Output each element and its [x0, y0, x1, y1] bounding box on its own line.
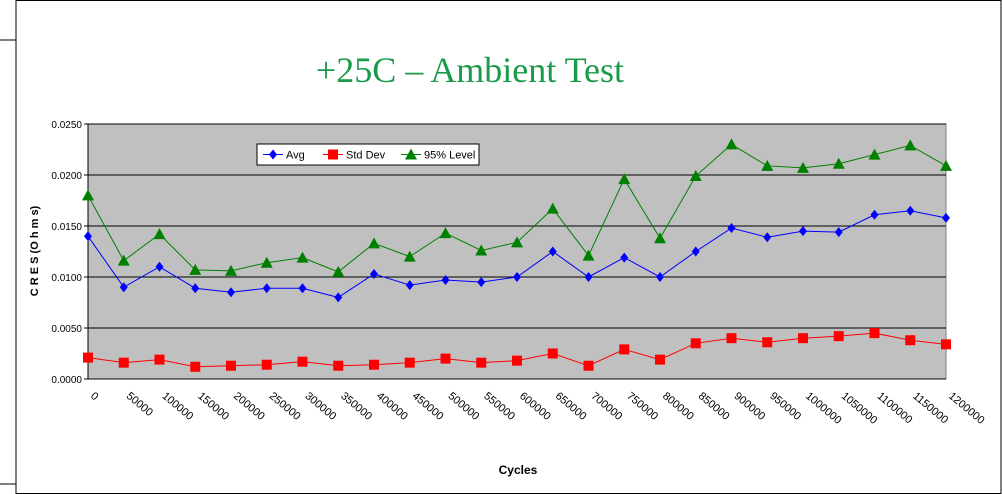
- marker: [547, 348, 558, 359]
- marker: [153, 228, 166, 240]
- y-axis-label: C R E S (O h m s): [29, 205, 41, 296]
- marker: [762, 337, 773, 348]
- marker: [226, 360, 236, 371]
- marker: [332, 265, 345, 277]
- marker: [690, 338, 701, 349]
- marker: [799, 226, 807, 237]
- legend-label: 95% Level: [424, 150, 475, 162]
- marker: [583, 360, 594, 371]
- marker: [761, 159, 774, 171]
- marker: [582, 249, 595, 261]
- marker: [548, 246, 557, 257]
- marker: [262, 283, 271, 294]
- marker: [189, 263, 202, 275]
- plot-area: [87, 123, 947, 380]
- marker: [906, 205, 915, 216]
- marker: [84, 231, 92, 242]
- marker: [404, 357, 415, 368]
- marker: [905, 335, 916, 346]
- y-tick-label: 0.0250: [51, 120, 82, 131]
- marker: [870, 209, 879, 220]
- marker: [334, 292, 343, 303]
- marker: [654, 232, 666, 244]
- marker: [726, 333, 737, 344]
- x-axis-label: Cycles: [499, 463, 538, 477]
- marker: [439, 227, 452, 239]
- chart-title: +25C – Ambient Test: [316, 50, 624, 90]
- marker: [513, 272, 521, 282]
- marker: [834, 227, 843, 238]
- legend: [256, 143, 480, 166]
- marker: [476, 357, 487, 368]
- marker: [155, 261, 164, 272]
- marker: [298, 283, 307, 294]
- y-tick-label: 0.0050: [51, 324, 82, 335]
- marker: [475, 244, 488, 256]
- marker: [83, 352, 93, 363]
- marker: [725, 138, 738, 150]
- marker: [119, 282, 128, 293]
- marker: [369, 359, 379, 370]
- marker: [297, 356, 308, 367]
- marker: [546, 202, 559, 214]
- marker: [261, 359, 272, 370]
- marker: [584, 272, 593, 282]
- marker: [260, 256, 273, 268]
- legend-marker: [328, 149, 338, 160]
- marker: [798, 333, 808, 344]
- marker: [940, 159, 952, 171]
- y-tick-label: 0.0100: [51, 273, 82, 284]
- y-tick-label: 0.0000: [51, 375, 82, 386]
- marker: [868, 148, 881, 160]
- marker: [689, 170, 702, 182]
- marker: [655, 354, 665, 365]
- legend-marker: [269, 149, 277, 160]
- marker: [869, 328, 880, 339]
- marker: [154, 354, 165, 365]
- marker: [942, 212, 950, 223]
- marker: [620, 252, 629, 263]
- y-tick-label: 0.0150: [51, 222, 82, 233]
- marker: [403, 250, 416, 262]
- marker: [82, 189, 94, 201]
- marker: [511, 236, 523, 248]
- y-tick-label: 0.0200: [51, 171, 82, 182]
- marker: [656, 272, 664, 282]
- marker: [619, 344, 630, 355]
- marker: [227, 287, 235, 298]
- marker: [941, 339, 951, 350]
- marker: [440, 353, 451, 364]
- marker: [405, 280, 414, 291]
- marker: [763, 232, 772, 243]
- marker: [296, 251, 309, 263]
- marker: [618, 173, 631, 185]
- marker: [512, 355, 522, 366]
- marker: [691, 246, 700, 257]
- marker: [225, 264, 237, 276]
- marker: [370, 268, 378, 279]
- marker: [117, 254, 130, 266]
- marker: [118, 357, 129, 368]
- marker: [727, 223, 736, 234]
- marker: [368, 237, 380, 249]
- marker: [333, 360, 344, 371]
- legend-label: Avg: [286, 150, 305, 162]
- legend-label: Std Dev: [346, 150, 386, 162]
- legend-marker: [405, 148, 417, 160]
- marker: [191, 283, 200, 294]
- marker: [833, 331, 844, 342]
- marker: [190, 361, 201, 372]
- marker: [797, 161, 809, 173]
- marker: [904, 139, 917, 151]
- marker: [832, 157, 845, 169]
- marker: [477, 277, 486, 288]
- marker: [441, 275, 450, 286]
